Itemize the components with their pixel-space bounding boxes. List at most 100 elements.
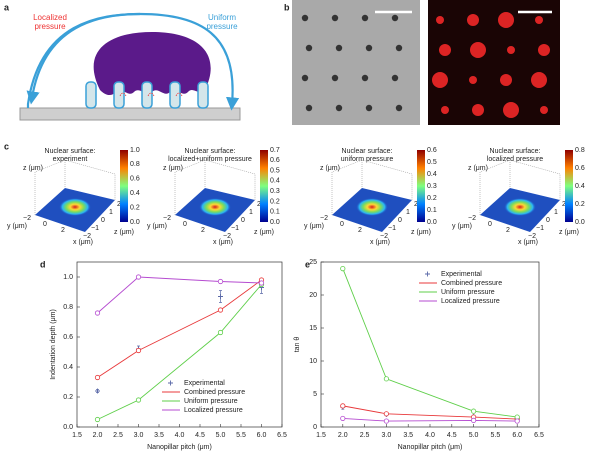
tick-label: 2 [414, 201, 418, 208]
fluorescent-spot [469, 76, 477, 84]
x-tick-label: 2.5 [360, 432, 370, 439]
tick-label: 2 [61, 227, 65, 234]
axis-label: y (μm) [452, 223, 472, 230]
axis-label: y (μm) [7, 223, 27, 230]
tick-label: 1 [249, 209, 253, 216]
tick-label: 1 [109, 209, 113, 216]
axis-label: x (μm) [73, 239, 93, 246]
fluorescent-spot [500, 74, 512, 86]
data-point [95, 388, 100, 394]
colorbar-tick-label: 0.4 [130, 190, 140, 197]
x-tick-label: 5.5 [491, 432, 501, 439]
tick-label: 0 [488, 221, 492, 228]
colorbar-tick-label: 0.2 [270, 198, 280, 205]
plot-title: Nuclear surface: [45, 148, 96, 155]
micrograph-features [301, 12, 550, 118]
x-tick-label: 3.5 [403, 432, 413, 439]
panel-label: e [305, 259, 310, 269]
data-point [383, 376, 389, 382]
annotation: pressure [206, 22, 238, 31]
plot-frame [320, 261, 540, 428]
y-axis-label: Indentation depth (μm) [50, 309, 57, 380]
y-tick-label: 0 [313, 424, 317, 431]
x-tick-label: 6.0 [257, 432, 267, 439]
x-tick-label: 3.0 [382, 432, 392, 439]
fluorescent-spot [507, 46, 515, 54]
plot-title: Nuclear surface: [185, 148, 236, 155]
colorbar-tick-label: 0.8 [130, 161, 140, 168]
tick-label: 0 [546, 217, 550, 224]
pillar-dot [331, 74, 339, 82]
pillar-dot [391, 74, 399, 82]
panel-label: d [40, 259, 46, 269]
plot-frame [76, 261, 283, 428]
fluorescent-spot [470, 42, 486, 58]
tick-label: −1 [388, 225, 396, 232]
surface-box [34, 159, 116, 215]
data-point [217, 307, 224, 313]
colorbar-tick-label: 0.6 [575, 165, 585, 172]
fluorescent-spot [538, 44, 550, 56]
fluorescent-spot [503, 102, 519, 118]
pillar-dot [305, 104, 313, 112]
colorbar-tick-label: 0.4 [270, 178, 280, 185]
annotation: Localized [33, 13, 67, 22]
colorbar-tick-label: 0.8 [575, 147, 585, 154]
legend-label: Experimental [184, 380, 225, 387]
y-tick-label: 0.6 [63, 334, 73, 341]
data-point [514, 418, 520, 424]
legend-label: Combined pressure [184, 389, 245, 396]
colorbar [417, 150, 425, 222]
surface-indent [59, 198, 91, 216]
pillar-dot [335, 104, 343, 112]
colorbar [565, 150, 573, 222]
legend-swatch [168, 380, 173, 386]
tick-label: −2 [320, 215, 328, 222]
tick-label: −2 [23, 215, 31, 222]
annotation: Uniform [208, 13, 236, 22]
colorbar-tick-label: 0.6 [270, 157, 280, 164]
axis-label: z (μm) [320, 165, 340, 172]
tick-label: 0 [340, 221, 344, 228]
x-tick-label: 4.5 [195, 432, 205, 439]
data-point [383, 418, 389, 424]
fluorescent-spot [439, 44, 451, 56]
y-tick-label: 15 [309, 325, 317, 332]
tick-label: 2 [358, 227, 362, 234]
tick-label: 0 [183, 221, 187, 228]
pillar-dot [395, 104, 403, 112]
tick-label: −2 [380, 233, 388, 240]
series-line [342, 405, 518, 420]
colorbar-tick-label: 0.3 [270, 188, 280, 195]
legend-label: Experimental [441, 271, 482, 278]
annotation: pressure [34, 22, 66, 31]
tick-label: −2 [163, 215, 171, 222]
panel-label: a [4, 2, 10, 12]
pillar-dot [361, 14, 369, 22]
plot-title: localized pressure [487, 156, 544, 163]
colorbar-label: z (μm) [559, 229, 579, 236]
x-tick-label: 6.5 [277, 432, 287, 439]
tick-label: 0 [398, 217, 402, 224]
x-tick-label: 3.5 [154, 432, 164, 439]
axis-label: x (μm) [213, 239, 233, 246]
tick-label: −2 [83, 233, 91, 240]
plot-title: uniform pressure [341, 156, 394, 163]
colorbar [260, 150, 268, 222]
colorbar [120, 150, 128, 222]
data-point [94, 310, 101, 316]
pillar-dot [301, 74, 309, 82]
legend-label: Combined pressure [441, 280, 502, 287]
surface-indent [199, 198, 231, 216]
data-point [218, 294, 223, 299]
y-tick-label: 5 [313, 391, 317, 398]
x-tick-label: 5.0 [216, 432, 226, 439]
tick-label: 1 [406, 209, 410, 216]
y-tick-label: 0.4 [63, 364, 73, 371]
tick-label: 0 [43, 221, 47, 228]
data-point [470, 408, 477, 414]
surface-indent [504, 198, 536, 216]
tick-label: 2 [506, 227, 510, 234]
axis-label: z (μm) [23, 165, 43, 172]
axis-label: z (μm) [468, 165, 488, 172]
